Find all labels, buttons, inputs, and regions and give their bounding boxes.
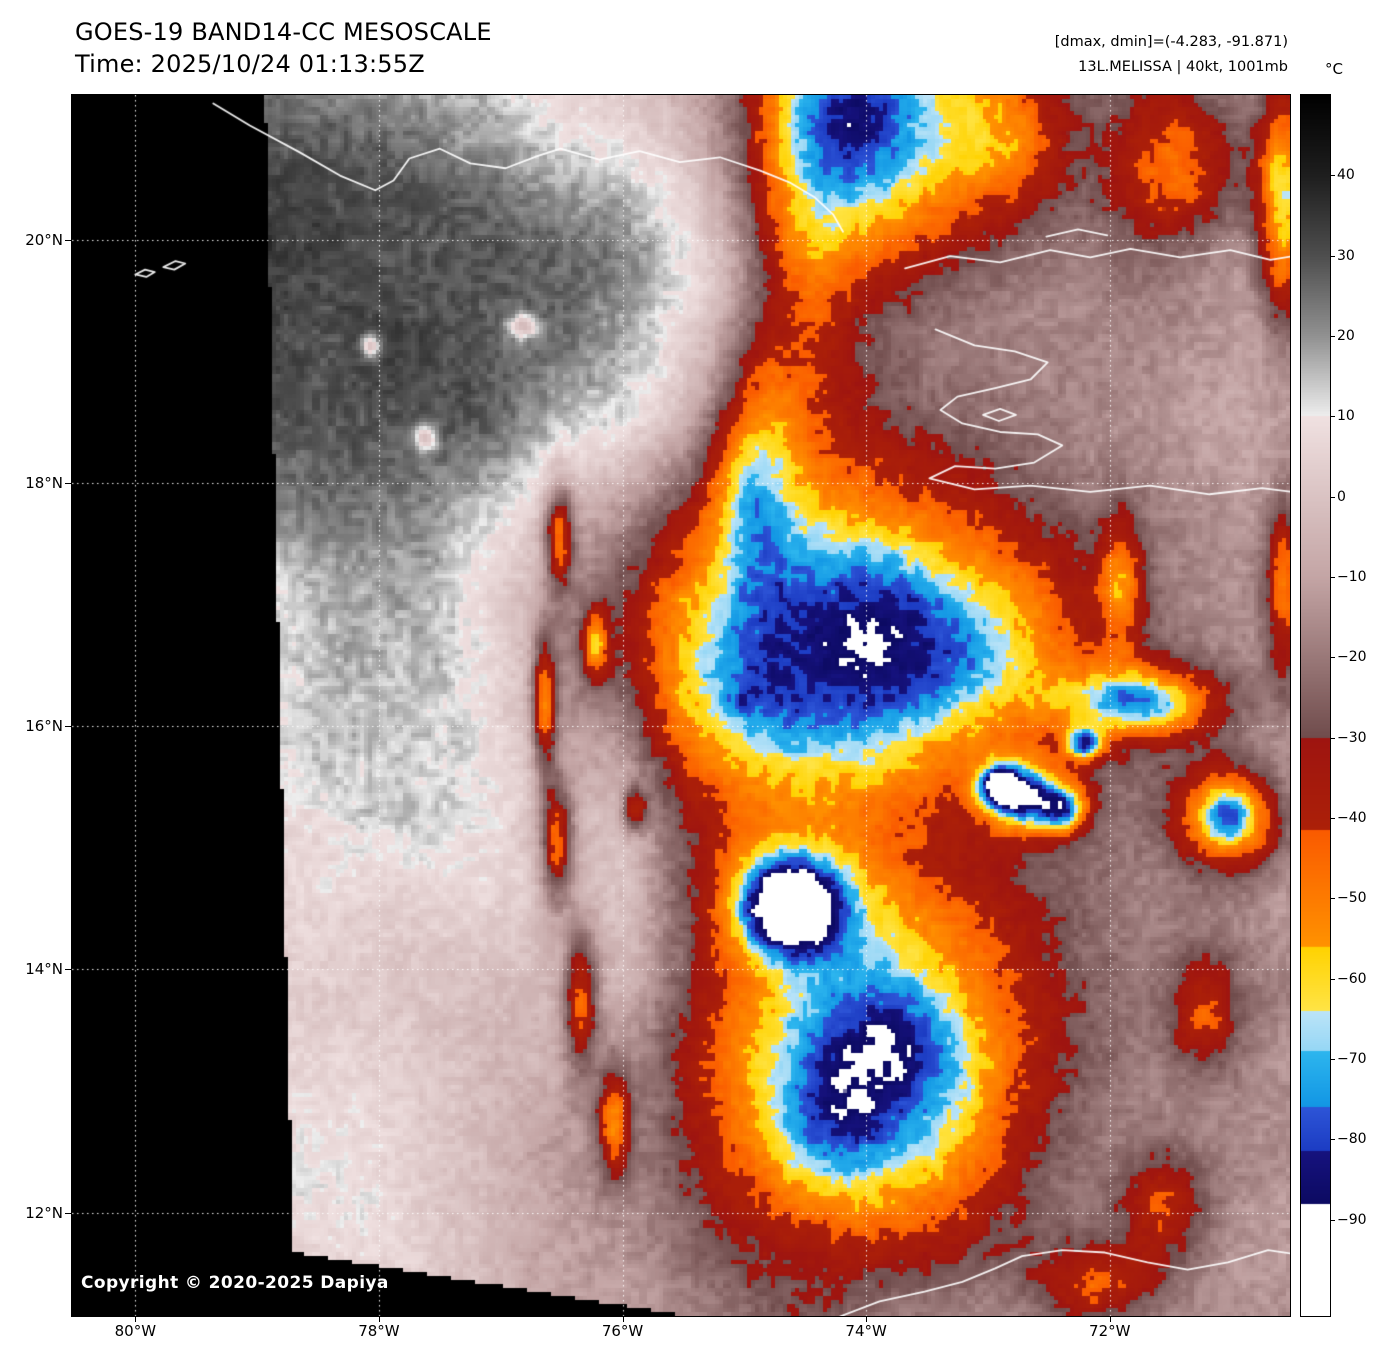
- lat-tick: [65, 969, 71, 970]
- colorbar-tick-label: 0: [1337, 488, 1346, 505]
- lat-label: 20°N: [25, 230, 63, 249]
- colorbar-tick: [1330, 738, 1335, 739]
- lat-label: 12°N: [25, 1203, 63, 1222]
- lat-tick: [65, 483, 71, 484]
- lat-label: 16°N: [25, 717, 63, 736]
- lat-tick: [65, 726, 71, 727]
- colorbar-tick-label: −10: [1337, 568, 1367, 585]
- colorbar-tick-label: 20: [1337, 327, 1355, 344]
- satellite-image-canvas: [72, 95, 1290, 1316]
- storm-info-annotation: 13L.MELISSA | 40kt, 1001mb: [1078, 59, 1288, 75]
- map-frame: Copyright © 2020-2025 Dapiya: [71, 94, 1291, 1317]
- colorbar: [1300, 94, 1331, 1317]
- colorbar-tick: [1330, 256, 1335, 257]
- colorbar-tick-label: −70: [1337, 1050, 1367, 1067]
- lon-tick: [379, 1317, 380, 1322]
- colorbar-tick-label: −60: [1337, 970, 1367, 987]
- product-title: GOES-19 BAND14-CC MESOSCALE: [75, 18, 492, 46]
- timestamp-title: Time: 2025/10/24 01:13:55Z: [75, 50, 425, 78]
- lat-tick: [65, 1213, 71, 1214]
- annotation-block: [dmax, dmin]=(-4.283, -91.871) 13L.MELIS…: [1055, 30, 1288, 80]
- copyright-label: Copyright © 2020-2025 Dapiya: [81, 1273, 389, 1293]
- colorbar-tick: [1330, 1220, 1335, 1221]
- lon-tick: [135, 1317, 136, 1322]
- colorbar-tick: [1330, 497, 1335, 498]
- lat-label: 14°N: [25, 960, 63, 979]
- colorbar-tick: [1330, 818, 1335, 819]
- lat-tick: [65, 240, 71, 241]
- colorbar-tick: [1330, 898, 1335, 899]
- lon-label: 78°W: [358, 1322, 400, 1340]
- colorbar-tick-label: 10: [1337, 408, 1355, 425]
- lon-label: 76°W: [601, 1322, 644, 1340]
- colorbar-tick-label: −40: [1337, 809, 1367, 826]
- lon-tick: [1110, 1317, 1111, 1322]
- colorbar-tick: [1330, 336, 1335, 337]
- colorbar-unit-label: °C: [1325, 60, 1343, 78]
- colorbar-canvas: [1301, 95, 1330, 1316]
- colorbar-tick-label: −90: [1337, 1211, 1367, 1228]
- colorbar-tick-label: −20: [1337, 649, 1367, 666]
- colorbar-tick-label: −80: [1337, 1131, 1367, 1148]
- lon-tick: [866, 1317, 867, 1322]
- colorbar-tick: [1330, 1059, 1335, 1060]
- lon-tick: [623, 1317, 624, 1322]
- colorbar-tick: [1330, 577, 1335, 578]
- colorbar-tick: [1330, 416, 1335, 417]
- colorbar-tick: [1330, 657, 1335, 658]
- lon-label: 74°W: [845, 1322, 887, 1340]
- colorbar-tick: [1330, 1139, 1335, 1140]
- colorbar-tick: [1330, 979, 1335, 980]
- lat-label: 18°N: [25, 473, 63, 492]
- colorbar-tick: [1330, 175, 1335, 176]
- colorbar-tick-label: 30: [1337, 247, 1355, 264]
- dmax-dmin-annotation: [dmax, dmin]=(-4.283, -91.871): [1054, 34, 1288, 50]
- lon-label: 72°W: [1089, 1322, 1131, 1340]
- lon-label: 80°W: [114, 1322, 157, 1340]
- colorbar-tick-label: −50: [1337, 890, 1367, 907]
- colorbar-tick-label: 40: [1337, 167, 1355, 184]
- colorbar-tick-label: −30: [1337, 729, 1367, 746]
